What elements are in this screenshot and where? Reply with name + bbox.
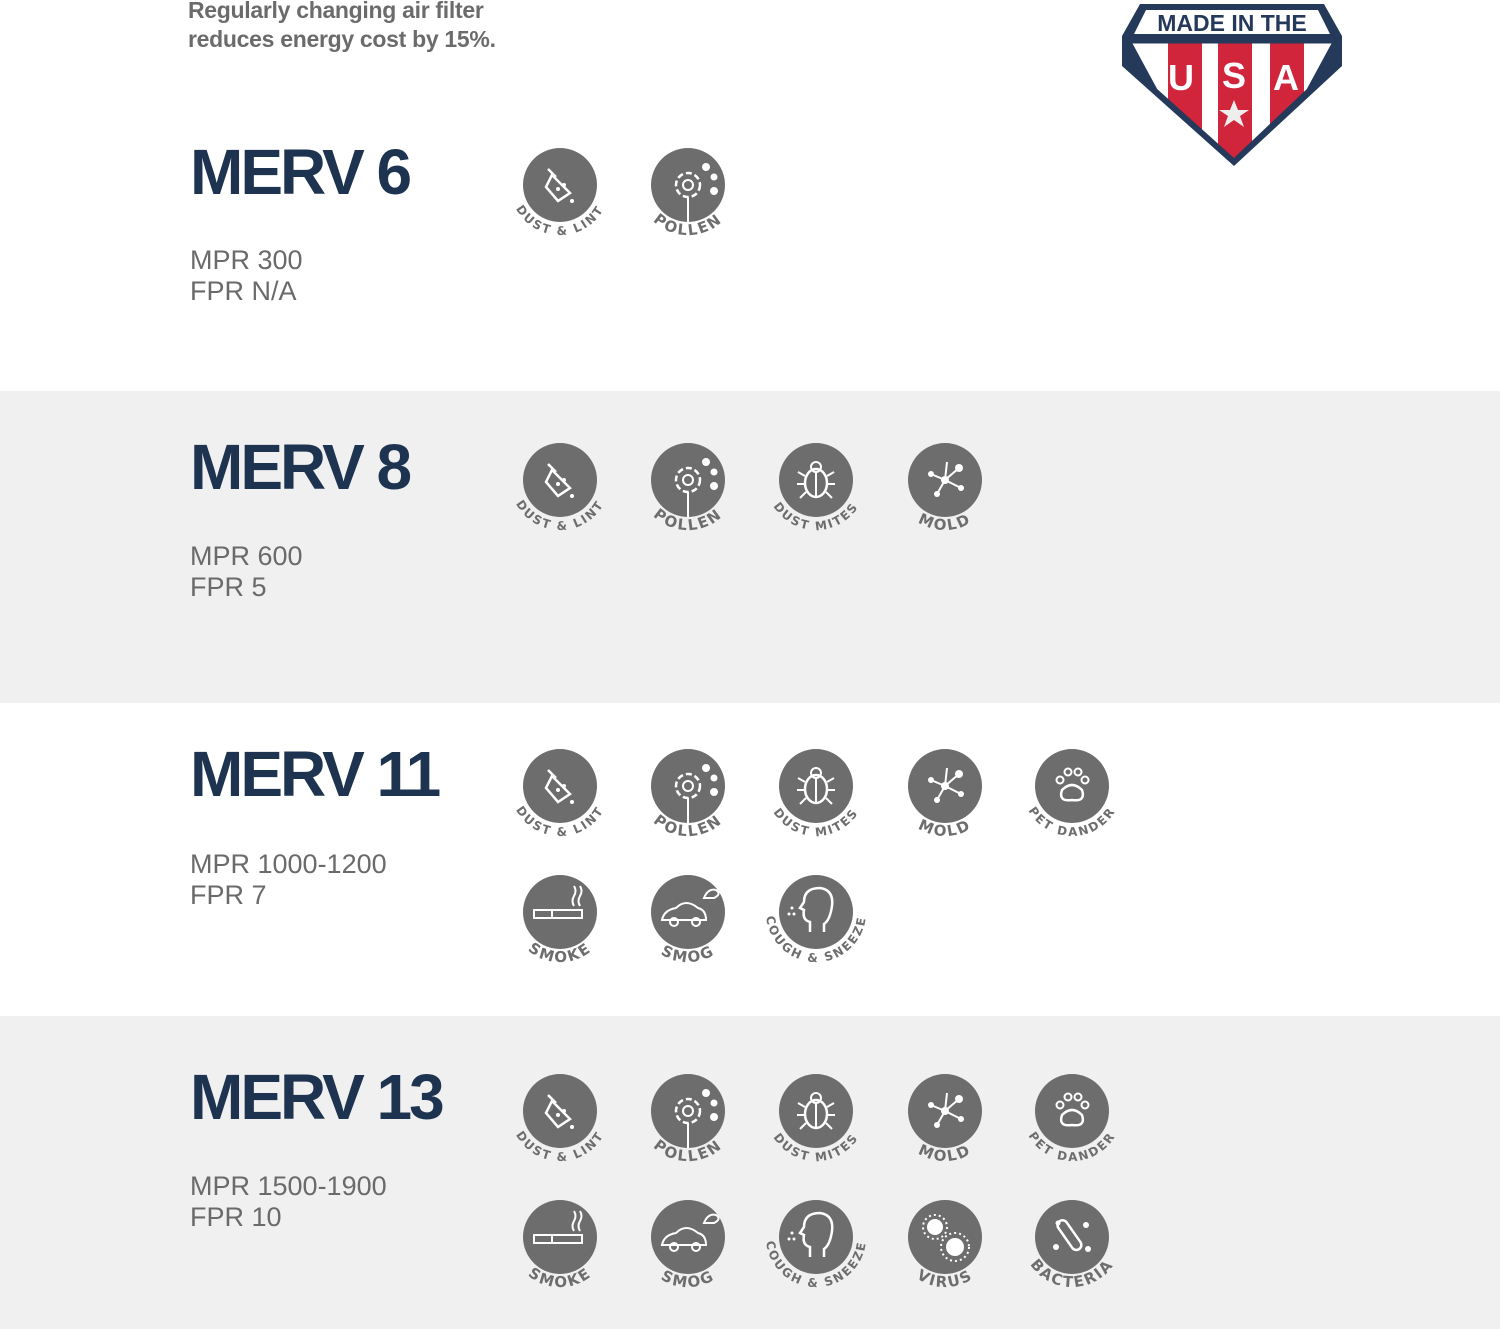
dust-lint-circle (523, 148, 597, 222)
cough-sneeze-icon (787, 886, 834, 932)
tagline: Regularly changing air filter reduces en… (188, 0, 496, 54)
mold-icon (928, 1092, 964, 1128)
smog-icon (660, 888, 720, 927)
pollen-badge: POLLEN (628, 430, 748, 550)
filter-title: MERV 11 (190, 738, 441, 810)
section-merv-8 (0, 391, 1500, 703)
cough-sneeze-badge: COUGH & SNEEZE (756, 1187, 876, 1307)
pollen-icon (674, 163, 718, 222)
mold-icon (928, 461, 964, 497)
dust-mites-badge: DUST MITES (756, 736, 876, 856)
mold-badge: MOLD (885, 430, 1005, 550)
star-icon (1219, 100, 1249, 127)
smog-badge: SMOG (628, 862, 748, 982)
pollen-icon (674, 458, 718, 517)
smoke-circle (523, 1200, 597, 1274)
pollen-icon (674, 764, 718, 823)
virus-badge: VIRUS (885, 1187, 1005, 1307)
filter-specs: MPR 600 FPR 5 (190, 541, 303, 603)
pollen-icon (674, 1089, 718, 1148)
smoke-circle (523, 875, 597, 949)
dust-lint-icon (544, 168, 574, 203)
tagline-line-2: reduces energy cost by 15%. (188, 26, 496, 52)
fpr-rating: FPR N/A (190, 276, 297, 306)
dust-lint-circle (523, 749, 597, 823)
cough-sneeze-circle (779, 1200, 853, 1274)
mold-badge: MOLD (885, 1061, 1005, 1181)
dust-lint-badge: DUST & LINT (500, 736, 620, 856)
filter-title: MERV 8 (190, 431, 412, 503)
mpr-rating: MPR 1500-1900 (190, 1171, 387, 1201)
smog-circle (651, 1200, 725, 1274)
dust-lint-icon (544, 1094, 574, 1129)
pet-dander-badge: PET DANDER (1012, 736, 1132, 856)
filter-specs: MPR 1500-1900 FPR 10 (190, 1171, 387, 1233)
dust-mites-badge: DUST MITES (756, 430, 876, 550)
bacteria-circle (1035, 1200, 1109, 1274)
mpr-rating: MPR 1000-1200 (190, 849, 387, 879)
mpr-rating: MPR 300 (190, 245, 303, 275)
dust-lint-icon (544, 463, 574, 498)
smog-circle (651, 875, 725, 949)
badge-letter-s: S (1222, 55, 1246, 96)
badge-top-text: MADE IN THE (1157, 10, 1307, 36)
smoke-badge: SMOKE (500, 862, 620, 982)
dust-mites-icon (797, 1092, 835, 1130)
dust-lint-icon (544, 769, 574, 804)
mpr-rating: MPR 600 (190, 541, 303, 571)
smog-badge: SMOG (628, 1187, 748, 1307)
pollen-badge: POLLEN (628, 135, 748, 255)
fpr-rating: FPR 7 (190, 880, 267, 910)
cough-sneeze-icon (787, 1211, 834, 1257)
smoke-badge: SMOKE (500, 1187, 620, 1307)
filter-specs: MPR 1000-1200 FPR 7 (190, 849, 387, 911)
dust-mites-icon (797, 461, 835, 499)
dust-lint-circle (523, 443, 597, 517)
dust-mites-badge: DUST MITES (756, 1061, 876, 1181)
dust-lint-badge: DUST & LINT (500, 135, 620, 255)
dust-lint-circle (523, 1074, 597, 1148)
dust-lint-badge: DUST & LINT (500, 1061, 620, 1181)
filter-specs: MPR 300 FPR N/A (190, 245, 303, 307)
pollen-badge: POLLEN (628, 1061, 748, 1181)
cough-sneeze-circle (779, 875, 853, 949)
fpr-rating: FPR 10 (190, 1202, 282, 1232)
made-in-usa-badge: MADE IN THE U S A (1122, 4, 1342, 166)
smoke-icon (533, 1210, 583, 1244)
badge-letter-u: U (1168, 57, 1194, 98)
virus-icon (922, 1214, 970, 1262)
pet-dander-icon (1055, 767, 1090, 802)
pollen-badge: POLLEN (628, 736, 748, 856)
filter-title: MERV 6 (190, 136, 412, 208)
mold-icon (928, 767, 964, 803)
mold-badge: MOLD (885, 736, 1005, 856)
filter-title: MERV 13 (190, 1061, 445, 1133)
pet-dander-badge: PET DANDER (1012, 1061, 1132, 1181)
smog-icon (660, 1213, 720, 1252)
dust-mites-icon (797, 767, 835, 805)
tagline-line-1: Regularly changing air filter (188, 0, 484, 23)
dust-lint-badge: DUST & LINT (500, 430, 620, 550)
virus-circle (908, 1200, 982, 1274)
bacteria-badge: BACTERIA (1012, 1187, 1132, 1307)
section-merv-13 (0, 1016, 1500, 1329)
pet-dander-icon (1055, 1092, 1090, 1127)
bacteria-icon (1053, 1219, 1091, 1252)
fpr-rating: FPR 5 (190, 572, 267, 602)
cough-sneeze-badge: COUGH & SNEEZE (756, 862, 876, 982)
smoke-icon (533, 885, 583, 919)
badge-letter-a: A (1273, 57, 1299, 98)
